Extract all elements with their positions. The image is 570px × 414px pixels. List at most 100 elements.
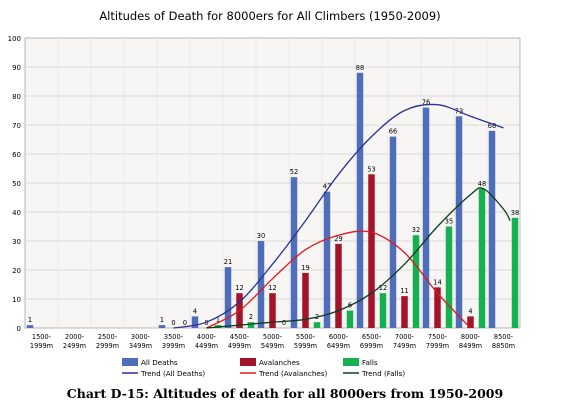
x-tick-label: 4999m — [228, 342, 251, 350]
x-tick-label: 5000- — [263, 333, 283, 341]
bar — [445, 226, 453, 328]
bar — [478, 188, 486, 328]
legend: All Deaths Avalanches Falls Trend (All Deat… — [122, 358, 405, 378]
bar-value-label: 47 — [323, 183, 331, 191]
bar — [401, 296, 408, 328]
bar-value-label: 52 — [290, 168, 298, 176]
trend-lines — [173, 103, 511, 329]
x-tick-label: 5499m — [261, 342, 284, 350]
bar — [412, 235, 420, 328]
chart-title: Altitudes of Death for 8000ers for All C… — [99, 9, 440, 23]
y-tick-label: 90 — [12, 64, 21, 72]
bar — [511, 217, 519, 328]
bar-value-label: 0 — [204, 319, 208, 327]
y-tick-label: 40 — [12, 209, 21, 217]
bar-value-label: 76 — [422, 99, 430, 107]
bar-value-label: 14 — [433, 278, 441, 286]
bar — [257, 241, 265, 328]
bar-value-label: 0 — [171, 319, 175, 327]
x-tick-label: 3500- — [164, 333, 184, 341]
bar-value-label: 1 — [216, 316, 220, 324]
bar-value-label: 88 — [356, 64, 364, 72]
bar-value-label: 29 — [334, 235, 342, 243]
bar-value-label: 35 — [445, 218, 453, 226]
y-tick-label: 10 — [12, 296, 21, 304]
legend-swatch — [122, 358, 138, 366]
bar — [368, 174, 375, 328]
legend-label: Trend (Avalanches) — [258, 369, 328, 378]
bar-value-label: 68 — [488, 122, 496, 130]
x-tick-label: 6999m — [360, 342, 383, 350]
bar — [158, 325, 166, 328]
y-tick-label: 50 — [12, 180, 21, 188]
x-axis-tick-labels: 1500-1999m 2000-2499m 2500-2999m 3000-3499m… — [30, 333, 515, 350]
bar — [422, 107, 430, 328]
bar-value-label: 38 — [511, 209, 519, 217]
x-tick-label: 1999m — [30, 342, 53, 350]
x-tick-label: 6499m — [327, 342, 350, 350]
bar-value-label: 48 — [478, 180, 486, 188]
bar-value-label: 12 — [268, 284, 276, 292]
bar-value-label: 1 — [28, 316, 32, 324]
bar-value-label: 0 — [183, 319, 187, 327]
bar-value-label: 1 — [160, 316, 164, 324]
y-tick-label: 70 — [12, 122, 21, 130]
bar — [434, 287, 441, 328]
x-tick-label: 6000- — [329, 333, 349, 341]
legend-label: Avalanches — [259, 358, 300, 367]
y-axis-tick-labels: 0 10 20 30 40 50 60 70 80 90 100 — [8, 35, 21, 333]
y-tick-label: 60 — [12, 151, 21, 159]
x-tick-label: 7499m — [393, 342, 416, 350]
bar — [335, 243, 342, 328]
x-tick-label: 4499m — [195, 342, 218, 350]
bar-value-label: 53 — [367, 165, 375, 173]
bar — [290, 177, 298, 328]
x-tick-label: 4000- — [197, 333, 217, 341]
bar-value-label: 11 — [400, 287, 408, 295]
x-tick-label: 6500- — [362, 333, 382, 341]
x-tick-label: 2000- — [65, 333, 85, 341]
bar-value-label: 2 — [249, 313, 253, 321]
bar-value-label: 21 — [224, 258, 232, 266]
bar-value-label: 4 — [193, 307, 197, 315]
trend-line — [206, 230, 471, 329]
x-tick-label: 5999m — [294, 342, 317, 350]
bar — [356, 72, 364, 328]
x-tick-label: 7999m — [426, 342, 449, 350]
x-tick-label: 1500- — [32, 333, 52, 341]
y-tick-label: 0 — [17, 325, 21, 333]
bar — [191, 316, 199, 328]
legend-label: All Deaths — [141, 358, 178, 367]
bar-value-label: 32 — [412, 226, 420, 234]
x-tick-label: 8500- — [494, 333, 514, 341]
bar — [224, 267, 232, 328]
x-tick-label: 3000- — [131, 333, 151, 341]
bar — [269, 293, 276, 328]
y-tick-label: 80 — [12, 93, 21, 101]
trend-line — [173, 103, 504, 329]
x-tick-label: 7500- — [428, 333, 448, 341]
x-tick-label: 2499m — [63, 342, 86, 350]
bars — [26, 72, 519, 328]
y-tick-label: 20 — [12, 267, 21, 275]
bar — [379, 293, 387, 328]
bar-value-label: 66 — [389, 128, 397, 136]
figure-caption: Chart D-15: Altitudes of death for all 8… — [66, 386, 504, 401]
legend-swatch — [240, 358, 256, 366]
legend-label: Trend (All Deaths) — [140, 369, 205, 378]
bar-value-label: 30 — [257, 232, 265, 240]
bar — [389, 136, 397, 328]
x-tick-label: 8499m — [459, 342, 482, 350]
x-tick-label: 5500- — [296, 333, 316, 341]
x-tick-label: 3999m — [162, 342, 185, 350]
bar-value-label: 4 — [468, 307, 472, 315]
legend-label: Trend (Falls) — [361, 369, 405, 378]
bar — [455, 116, 463, 328]
x-tick-label: 4500- — [230, 333, 250, 341]
bar-value-label: 0 — [282, 319, 286, 327]
trend-line — [206, 187, 511, 329]
x-tick-label: 2500- — [98, 333, 118, 341]
bar — [467, 316, 474, 328]
bar — [313, 322, 321, 328]
